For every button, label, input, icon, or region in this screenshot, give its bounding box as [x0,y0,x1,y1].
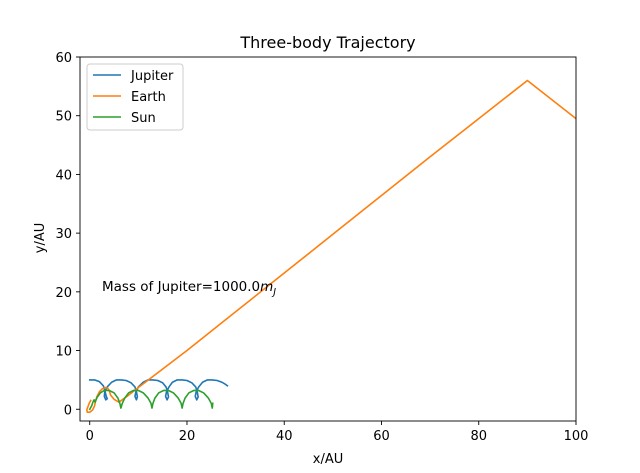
plot-area: 0 20 40 60 80 100 0 10 20 30 40 50 60 [55,51,588,444]
series-line-sun [88,389,214,411]
y-tick-label: 50 [55,110,72,125]
x-tick-label: 80 [470,429,487,444]
y-tick-label: 20 [55,286,72,301]
y-tick-label: 10 [55,345,72,360]
y-tick-label: 30 [55,227,72,242]
x-tick-label: 60 [373,429,390,444]
chart-title: Three-body Trajectory [239,33,415,52]
annotation-prefix: Mass of Jupiter=1000.0 [102,279,260,295]
x-tick-label: 20 [179,429,196,444]
series-group [86,79,576,413]
y-tick-label: 60 [55,51,72,66]
annotation-math: m [260,279,273,295]
legend-label-sun: Sun [131,111,156,126]
legend-box [86,63,184,131]
series-line-jupiter [88,379,229,401]
annotation-text: Mass of Jupiter=1000.0mJ [102,279,276,298]
y-axis-label: y/AU [33,223,48,253]
annotation-math-sub: J [271,287,276,298]
y-tick-label: 0 [64,403,72,418]
legend: Jupiter Earth Sun [86,63,184,131]
y-tick-label: 40 [55,168,72,183]
legend-label-earth: Earth [131,90,166,105]
legend-label-jupiter: Jupiter [130,69,174,84]
x-tick-label: 100 [564,429,589,444]
x-tick-label: 40 [276,429,293,444]
axes-frame [79,56,577,422]
x-axis-label: x/AU [313,452,343,467]
x-tick-label: 0 [86,429,94,444]
